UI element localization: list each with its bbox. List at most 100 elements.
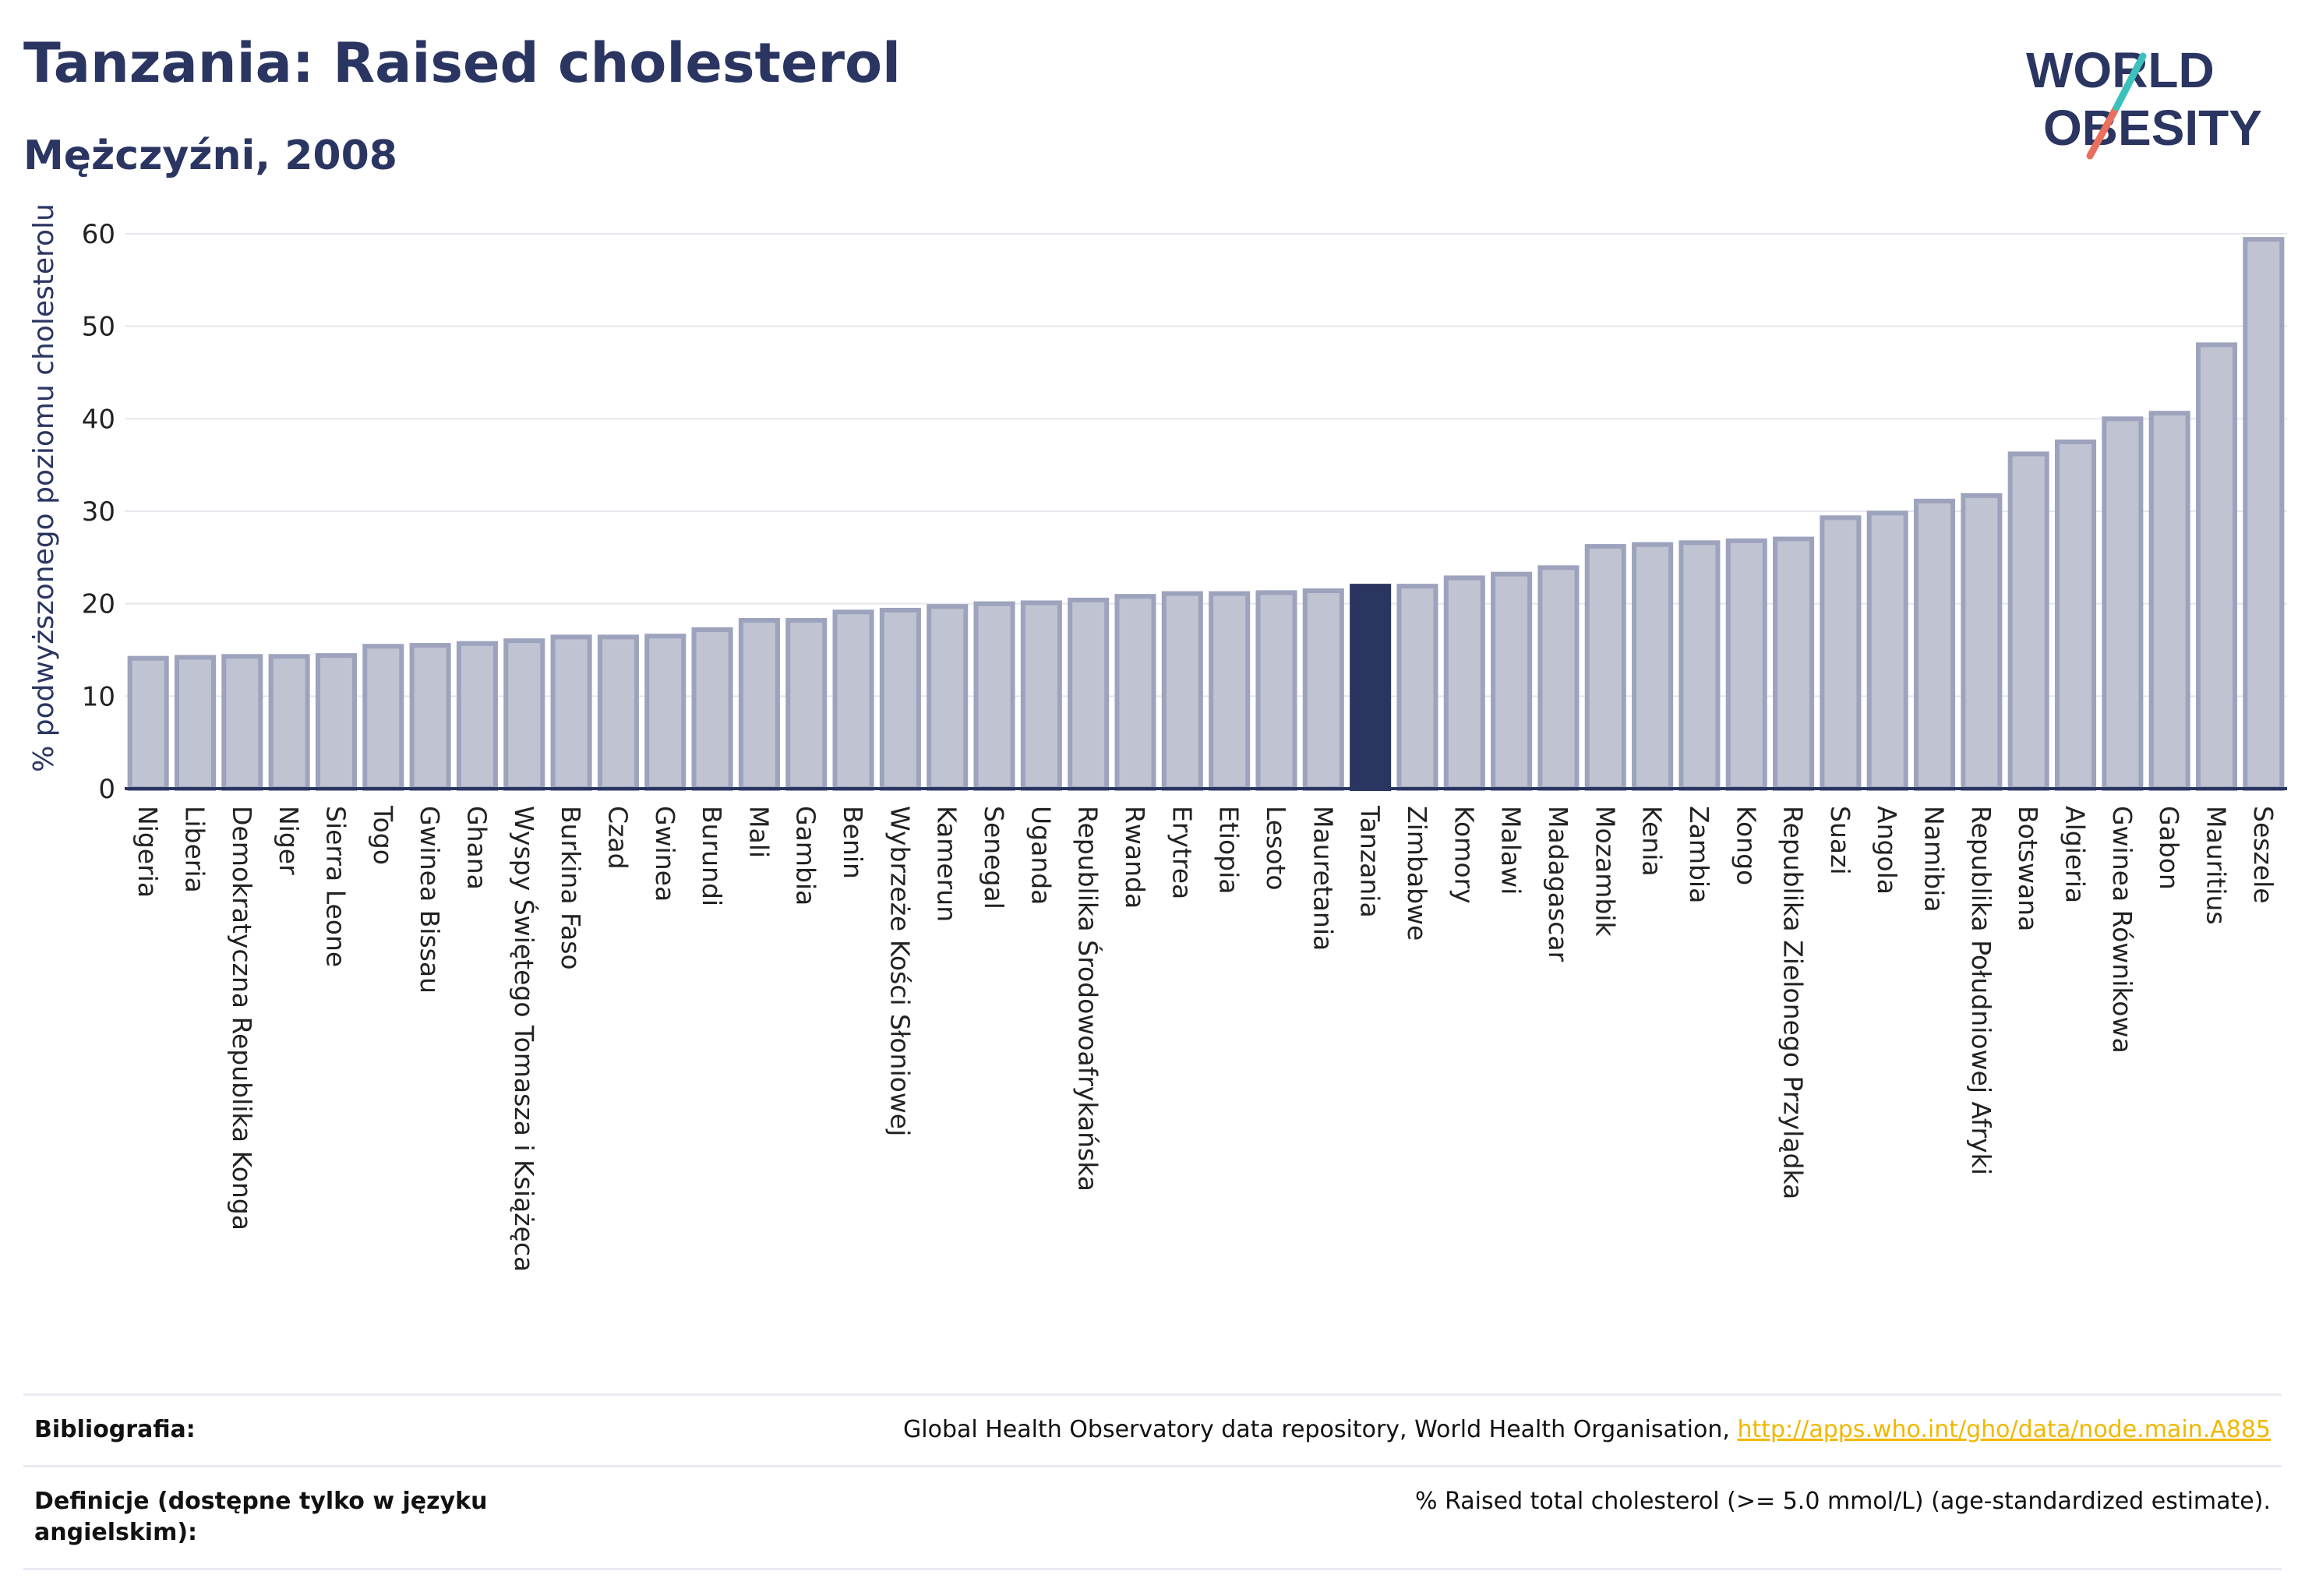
x-tick-label: Niger [274,806,304,875]
x-tick-label: Czad [602,806,633,870]
bar[interactable] [1020,600,1062,791]
bibliography-link[interactable]: http://apps.who.int/gho/data/node.main.A… [1737,1416,2271,1443]
y-tick-label: 20 [82,589,115,620]
bar[interactable] [1866,510,1908,792]
y-tick-label: 40 [82,404,115,435]
logo-slash-coral [2086,104,2120,160]
bar[interactable] [1537,565,1580,791]
x-tick-label: Zimbabwe [1402,806,1432,941]
bar[interactable] [2007,451,2049,792]
bibliography-value: Global Health Observatory data repositor… [903,1414,2271,1446]
x-tick-label: Ghana [461,806,492,890]
x-tick-label: Republika Środowoafrykańska [1073,806,1104,1192]
bar[interactable] [1632,542,1674,791]
x-tick-label: Erytrea [1167,806,1197,899]
bar[interactable] [1114,594,1156,791]
bar[interactable] [1491,571,1533,792]
bar[interactable] [1302,588,1344,792]
bar[interactable] [1773,536,1815,791]
footer: Bibliografia: Global Health Observatory … [23,1393,2282,1570]
x-tick-label: Gwinea Równikowa [2107,806,2137,1054]
x-tick-label: Algieria [2060,806,2091,903]
x-tick-label: Republika Południowej Afryki [1966,806,1996,1175]
bar[interactable] [1820,515,1862,791]
x-tick-label: Burkina Faso [556,806,586,970]
x-tick-label: Gwinea [650,806,680,902]
bar[interactable] [738,618,780,791]
bar[interactable] [879,607,921,791]
bar[interactable] [644,634,687,792]
bar[interactable] [503,638,545,792]
bar[interactable] [973,601,1015,792]
x-tick-label: Benin [838,806,868,879]
bar[interactable] [315,653,357,791]
x-tick-label: Mauretania [1308,806,1338,951]
bar[interactable] [597,634,639,791]
bar[interactable] [1914,498,1956,791]
bar[interactable] [691,627,733,791]
x-tick-label: Malawi [1496,806,1527,895]
x-tick-label: Demokratyczna Republika Konga [227,806,257,1231]
bar[interactable] [1255,590,1297,792]
logo-slash-teal [2113,52,2147,111]
x-tick-label: Burundi [697,806,727,906]
bar[interactable] [550,634,592,791]
bar[interactable] [785,618,828,791]
x-tick-label: Gwinea Bissau [415,806,445,994]
bar[interactable] [1584,544,1626,791]
bar[interactable] [1725,538,1767,791]
bar[interactable] [174,655,217,792]
bar[interactable] [268,654,310,791]
definitions-value: % Raised total cholesterol (>= 5.0 mmol/… [1415,1487,2271,1515]
definitions-row: Definicje (dostępne tylko w języku angie… [23,1464,2282,1570]
x-tick-label: Mauritius [2201,806,2232,925]
x-tick-label: Lesoto [1261,806,1291,891]
x-tick-label: Mali [743,806,774,858]
bar[interactable] [832,609,874,792]
x-tick-label: Etiopia [1214,806,1244,895]
bar[interactable] [2243,237,2285,791]
y-tick-label: 10 [82,681,115,712]
x-tick-label: Senegal [979,806,1009,909]
bar-highlighted[interactable] [1350,584,1392,791]
x-tick-label: Madagascar [1543,806,1573,962]
x-tick-label: Tanzania [1355,805,1385,918]
x-tick-label: Kongo [1731,806,1761,885]
bibliography-text: Global Health Observatory data repositor… [903,1416,1738,1443]
bar[interactable] [456,641,498,792]
chart-subtitle: Mężczyźni, 2008 [23,132,397,179]
x-tick-label: Namibia [1919,806,1950,913]
bar[interactable] [927,604,969,792]
x-tick-label: Zambia [1684,806,1714,903]
bar[interactable] [2148,411,2190,791]
x-tick-label: Komory [1449,806,1479,904]
bar[interactable] [127,655,169,791]
x-tick-label: Mozambik [1590,806,1620,937]
bar[interactable] [362,644,404,792]
bibliography-row: Bibliografia: Global Health Observatory … [23,1393,2282,1465]
x-tick-label: Kenia [1637,806,1668,877]
bar-chart: 0 10 20 30 40 50 60 Nigeria Liberia Demokratyczn… [28,203,2287,1272]
x-tick-label: Gabon [2154,806,2184,890]
x-tick-label: Angola [1872,806,1902,895]
y-tick-label: 60 [82,219,115,250]
bar[interactable] [2195,342,2238,791]
x-tick-label: Gambia [791,806,821,906]
bar[interactable] [1396,584,1438,791]
x-tick-label: Republika Zielonego Przylądka [1778,806,1809,1199]
bar[interactable] [1209,591,1251,792]
bar[interactable] [2102,416,2144,791]
bar[interactable] [1678,540,1721,791]
chart-title: Tanzania: Raised cholesterol [23,31,902,95]
bars [127,237,2285,792]
bar[interactable] [1443,575,1485,791]
bar[interactable] [1961,493,2003,791]
bar[interactable] [221,654,263,791]
bar[interactable] [1161,591,1203,792]
y-axis-ticks: 0 10 20 30 40 50 60 [82,219,115,805]
x-tick-label: Nigeria [132,806,163,898]
x-tick-label: Rwanda [1120,806,1150,909]
bar[interactable] [1068,597,1110,791]
bar[interactable] [2055,440,2097,791]
bar[interactable] [409,643,451,791]
